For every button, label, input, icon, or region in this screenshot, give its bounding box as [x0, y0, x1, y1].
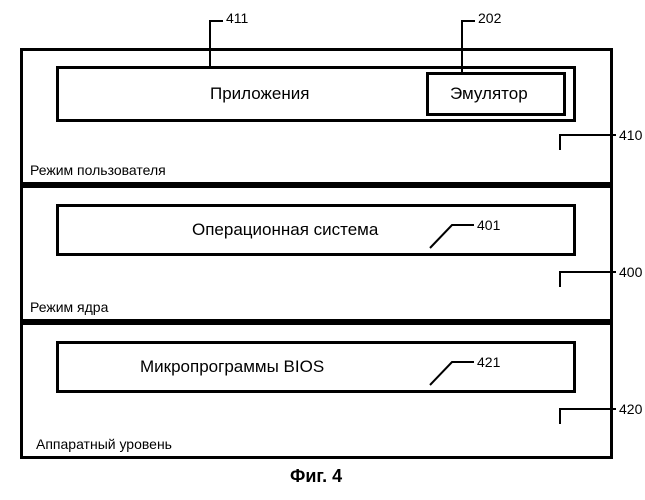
callout-420: 420 — [619, 401, 642, 417]
kernel-mode-label: Режим ядра — [30, 299, 108, 315]
bios-label: Микропрограммы BIOS — [140, 357, 324, 377]
hardware-label: Аппаратный уровень — [36, 436, 172, 452]
figure-caption: Фиг. 4 — [290, 466, 342, 487]
callout-400: 400 — [619, 264, 642, 280]
callout-401: 401 — [477, 217, 500, 233]
user-mode-label: Режим пользователя — [30, 162, 166, 178]
callout-410: 410 — [619, 127, 642, 143]
os-label: Операционная система — [192, 220, 378, 240]
applications-label: Приложения — [210, 84, 309, 104]
emulator-label: Эмулятор — [450, 84, 528, 104]
callout-202: 202 — [478, 10, 501, 26]
callout-411: 411 — [226, 10, 248, 26]
diagram-canvas: Приложения Эмулятор Режим пользователя О… — [0, 0, 645, 500]
callout-421: 421 — [477, 354, 500, 370]
